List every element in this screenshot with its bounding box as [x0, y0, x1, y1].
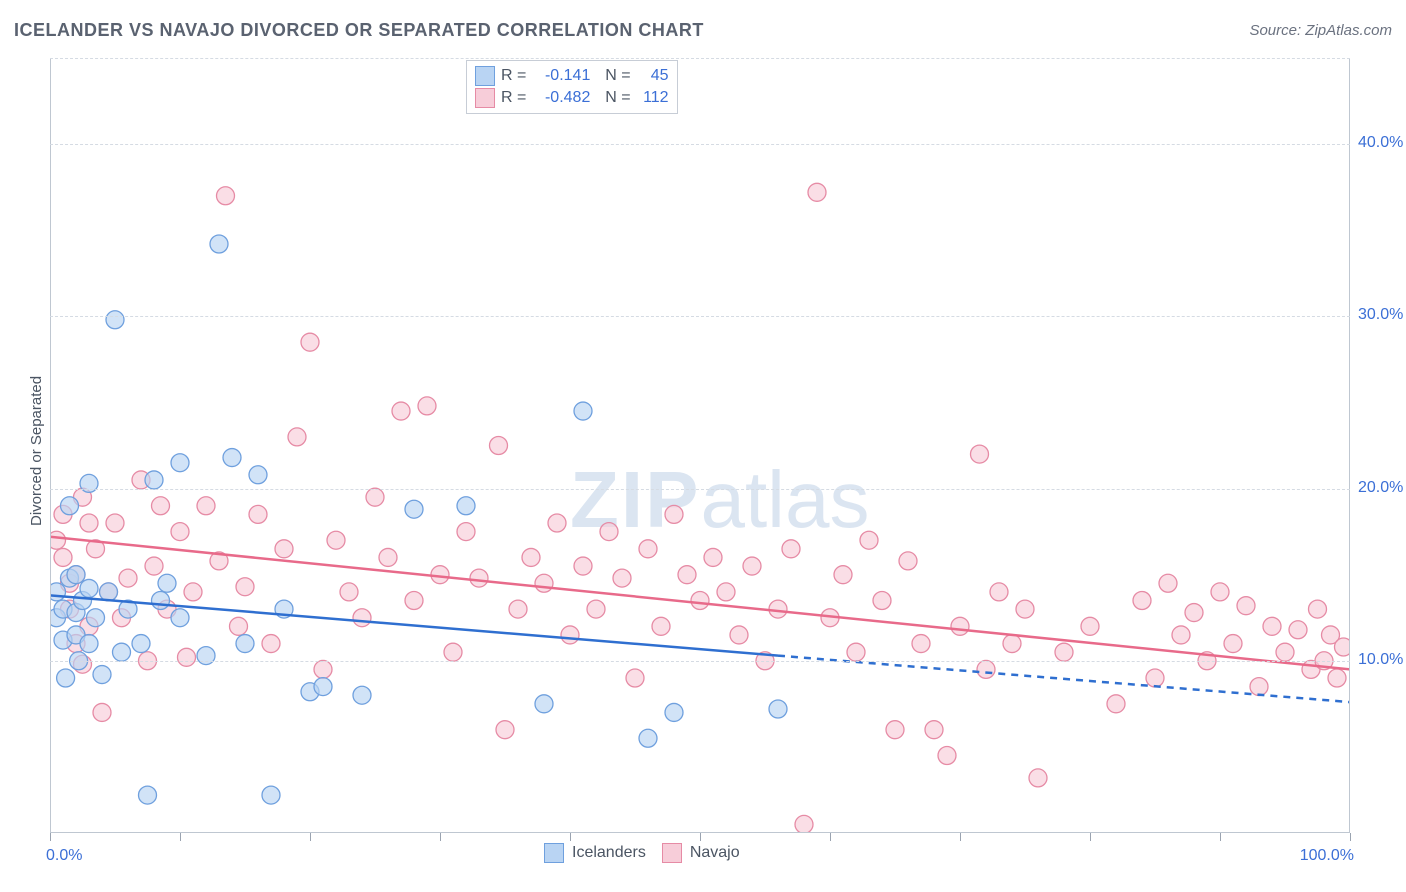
y-axis-label: Divorced or Separated: [28, 375, 45, 525]
legend-item: Icelanders: [544, 843, 646, 863]
y-tick-label: 30.0%: [1358, 306, 1403, 324]
legend-swatch: [662, 843, 682, 863]
legend-label: Navajo: [690, 844, 740, 862]
y-tick-label: 10.0%: [1358, 651, 1403, 669]
chart-area: ZIPatlas 10.0%20.0%30.0%40.0%0.0%100.0%: [50, 58, 1350, 833]
legend-item: Navajo: [662, 843, 740, 863]
legend-swatch: [475, 88, 495, 108]
legend-row: R = -0.141 N = 45: [475, 65, 669, 87]
scatter-plot: [50, 58, 1350, 833]
legend-swatch: [475, 66, 495, 86]
source-label: Source: ZipAtlas.com: [1249, 22, 1392, 39]
legend-swatch: [544, 843, 564, 863]
correlation-legend: R = -0.141 N = 45 R = -0.482 N = 112: [466, 60, 678, 114]
y-tick-label: 40.0%: [1358, 134, 1403, 152]
x-tick-max: 100.0%: [1300, 847, 1354, 865]
chart-title: ICELANDER VS NAVAJO DIVORCED OR SEPARATE…: [14, 20, 704, 41]
legend-label: Icelanders: [572, 844, 646, 862]
x-tick-min: 0.0%: [46, 847, 82, 865]
series-legend: Icelanders Navajo: [544, 843, 740, 863]
y-tick-label: 20.0%: [1358, 479, 1403, 497]
legend-row: R = -0.482 N = 112: [475, 87, 669, 109]
